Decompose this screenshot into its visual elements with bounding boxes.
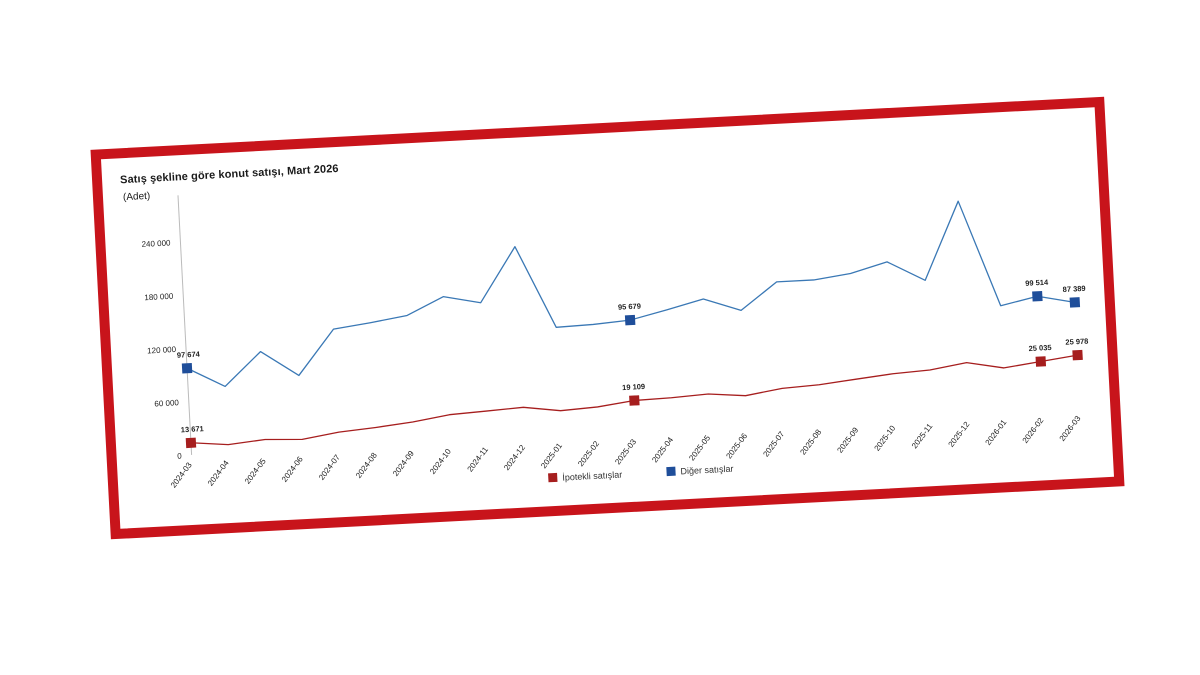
x-tick-label: 2025-03 <box>613 437 638 466</box>
series-marker[interactable] <box>624 314 636 326</box>
x-tick-label: 2024-10 <box>428 447 453 476</box>
series-marker[interactable] <box>629 395 640 406</box>
x-tick-label: 2025-06 <box>724 431 749 460</box>
series-marker[interactable] <box>185 437 197 449</box>
legend-swatch-2 <box>666 466 676 477</box>
x-tick-label: 2025-08 <box>798 427 823 456</box>
x-tick-label: 2025-07 <box>761 429 786 458</box>
x-tick-label: 2026-01 <box>984 418 1009 447</box>
series-marker[interactable] <box>1069 297 1081 308</box>
series-marker[interactable] <box>1035 356 1047 367</box>
line-chart: 0 60 000 120 000 180 000 240 000 2024-03 2024-… <box>141 195 1089 490</box>
data-label: 19 109 <box>622 382 645 392</box>
x-tick-label: 2025-11 <box>910 421 935 450</box>
data-label: 95 679 <box>618 302 641 312</box>
x-tick-label: 2024-09 <box>391 449 416 478</box>
x-tick-label: 2025-12 <box>947 420 972 449</box>
x-tick-label: 2025-01 <box>539 441 564 470</box>
legend-swatch-1 <box>548 472 558 483</box>
y-axis-line <box>177 195 193 455</box>
data-label: 25 978 <box>1065 337 1088 347</box>
x-tick-label: 2025-05 <box>687 433 712 462</box>
chart-card: Satış şekline göre konut satışı, Mart 20… <box>90 96 1125 540</box>
y-tick-label: 0 <box>177 451 182 460</box>
x-tick-label: 2026-02 <box>1021 416 1046 445</box>
y-tick-label: 240 000 <box>141 238 171 249</box>
y-tick-label: 180 000 <box>144 292 174 303</box>
legend-label-2: Diğer satışlar <box>680 464 733 477</box>
x-tick-label: 2024-11 <box>465 445 490 474</box>
y-tick-label: 60 000 <box>154 398 179 408</box>
x-tick-label: 2024-03 <box>169 460 194 489</box>
data-label: 25 035 <box>1028 343 1051 353</box>
x-tick-label: 2025-02 <box>576 439 601 468</box>
x-tick-label: 2025-10 <box>872 423 897 452</box>
data-label: 87 389 <box>1062 284 1085 294</box>
x-tick-label: 2024-12 <box>502 443 527 472</box>
x-tick-label: 2024-05 <box>243 456 268 485</box>
x-tick-label: 2025-09 <box>835 425 860 454</box>
data-label: 13 671 <box>181 424 204 434</box>
x-tick-label: 2024-07 <box>317 453 342 482</box>
data-label: 97 674 <box>177 350 201 360</box>
x-tick-label: 2026-03 <box>1058 414 1083 443</box>
series-marker[interactable] <box>1032 290 1043 302</box>
x-tick-label: 2024-08 <box>354 451 379 480</box>
legend-label-1: İpotekli satışlar <box>562 469 622 482</box>
series-line-2 <box>186 200 1075 388</box>
x-tick-label: 2024-06 <box>280 454 305 483</box>
data-label: 99 514 <box>1025 278 1049 288</box>
series-marker[interactable] <box>1072 349 1083 361</box>
x-tick-label: 2025-04 <box>650 435 675 464</box>
y-tick-label: 120 000 <box>147 345 177 356</box>
x-tick-label: 2024-04 <box>206 458 231 487</box>
series-marker[interactable] <box>181 362 193 374</box>
